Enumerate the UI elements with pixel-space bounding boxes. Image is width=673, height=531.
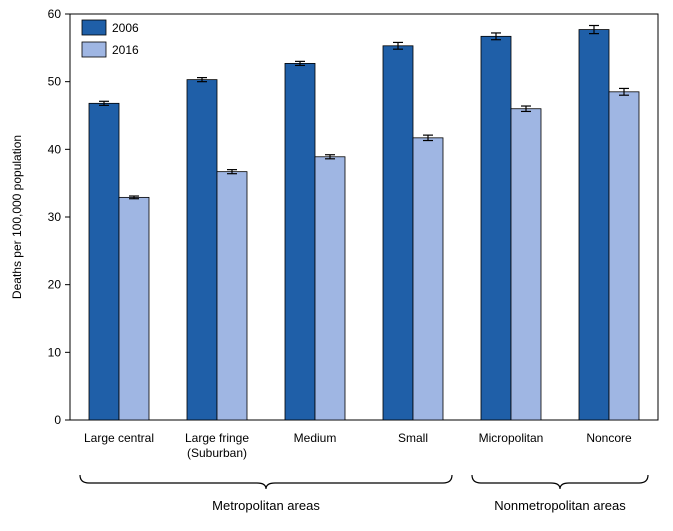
y-tick-label: 40 xyxy=(48,142,62,156)
y-tick-label: 60 xyxy=(48,7,62,21)
bar-2016 xyxy=(412,137,444,421)
error-bar-2006 xyxy=(491,32,501,41)
legend-label-2006: 2006 xyxy=(112,21,139,35)
legend: 2006 2016 xyxy=(81,19,139,58)
error-bar-2016 xyxy=(325,154,335,160)
plot-frame xyxy=(69,13,659,421)
y-tick-label: 0 xyxy=(54,413,61,427)
y-tick-label: 50 xyxy=(48,75,62,89)
x-tick-label: Small xyxy=(398,431,428,445)
x-tick-label-line: Noncore xyxy=(586,431,632,445)
bar-2006 xyxy=(480,35,512,421)
bar-2006 xyxy=(186,79,218,421)
legend-swatch-2016 xyxy=(81,41,107,58)
x-tick-label: Medium xyxy=(294,431,337,445)
bar-2006 xyxy=(382,45,414,421)
bar-2006 xyxy=(284,62,316,421)
error-bar-2016 xyxy=(129,195,139,200)
bar-2006 xyxy=(578,29,610,421)
error-bar-2006 xyxy=(99,100,109,106)
group-label: Nonmetropolitan areas xyxy=(494,498,626,513)
x-tick-label-line: Medium xyxy=(294,431,337,445)
error-bar-2016 xyxy=(227,169,237,175)
x-tick-label-line: Large fringe xyxy=(185,431,249,445)
error-bar-2016 xyxy=(521,105,531,113)
x-tick-label-line: Micropolitan xyxy=(479,431,544,445)
bar-2016 xyxy=(510,108,542,421)
error-bar-2006 xyxy=(295,60,305,67)
legend-swatch-2006 xyxy=(81,19,107,36)
legend-label-2016: 2016 xyxy=(112,43,139,57)
y-tick-label: 30 xyxy=(48,210,62,224)
group-brace xyxy=(471,474,649,490)
x-tick-label: Large central xyxy=(84,431,154,445)
bar-2016 xyxy=(118,196,150,421)
x-tick-label: Large fringe (Suburban) xyxy=(185,431,249,460)
group-label: Metropolitan areas xyxy=(212,498,320,513)
error-bar-2006 xyxy=(393,41,403,50)
group-brace xyxy=(79,474,453,490)
x-tick-label: Micropolitan xyxy=(479,431,544,445)
y-axis-title: Deaths per 100,000 population xyxy=(10,135,24,299)
error-bar-2016 xyxy=(423,134,433,142)
bar-2016 xyxy=(216,171,248,421)
bar-2006 xyxy=(88,102,120,421)
x-tick-label-line: Large central xyxy=(84,431,154,445)
x-tick-label-line: (Suburban) xyxy=(187,446,247,460)
x-tick-label: Noncore xyxy=(586,431,632,445)
x-tick-label-line: Small xyxy=(398,431,428,445)
bar-2016 xyxy=(608,91,640,421)
y-tick-label: 10 xyxy=(48,345,62,359)
error-bar-2006 xyxy=(589,24,599,35)
error-bar-2016 xyxy=(619,87,629,96)
error-bar-2006 xyxy=(197,77,207,83)
y-tick-label: 20 xyxy=(48,278,62,292)
bar-2016 xyxy=(314,156,346,421)
